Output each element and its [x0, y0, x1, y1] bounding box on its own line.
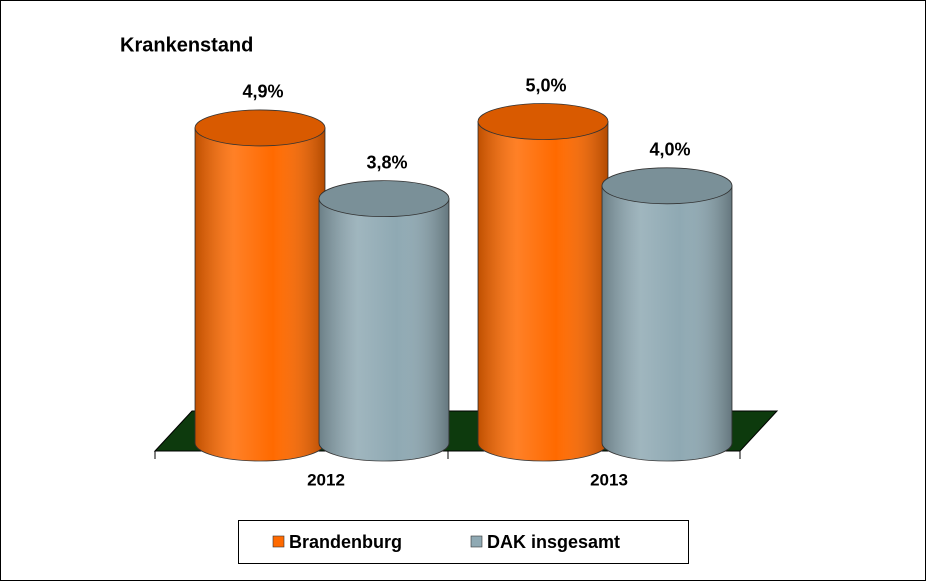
legend	[238, 520, 689, 564]
bar-top	[318, 180, 450, 218]
bar-shading	[602, 185, 732, 462]
data-label: 5,0%	[525, 75, 566, 95]
bar-shading	[319, 198, 449, 461]
legend-swatch	[272, 535, 285, 548]
data-label: 4,9%	[242, 82, 283, 102]
bar-top	[194, 109, 326, 147]
bar-top	[601, 167, 733, 205]
x-tick-label: 2012	[307, 470, 345, 489]
data-label: 4,0%	[649, 140, 690, 160]
legend-label: Brandenburg	[289, 532, 402, 552]
bar-top	[477, 103, 609, 140]
chart-title: Krankenstand	[120, 34, 253, 56]
bar-shading	[195, 127, 325, 462]
data-label: 3,8%	[366, 152, 407, 172]
x-tick-label: 2013	[590, 470, 628, 489]
legend-label: DAK insgesamt	[487, 532, 620, 552]
bar-shading	[478, 121, 608, 461]
legend-swatch	[470, 535, 483, 548]
